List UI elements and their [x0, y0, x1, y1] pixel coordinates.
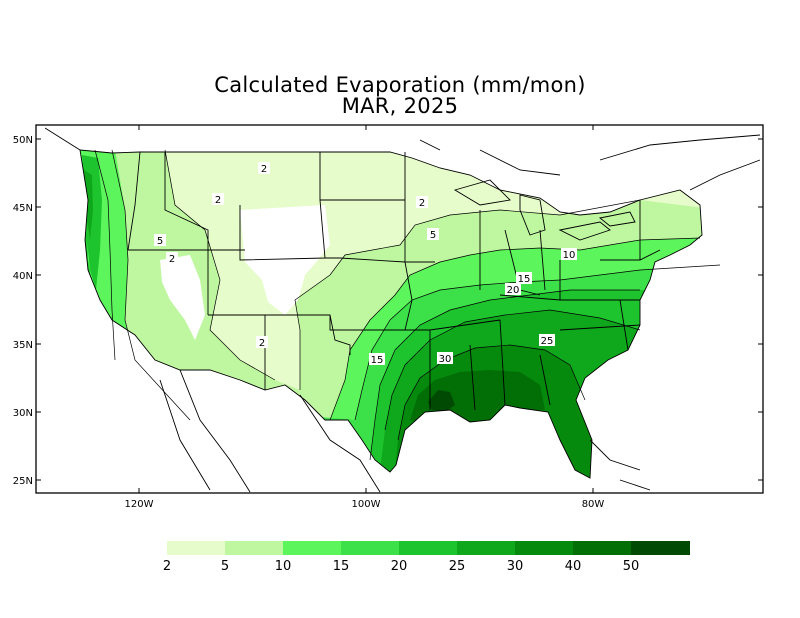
legend-label: 15 [333, 559, 350, 574]
svg-text:2: 2 [215, 195, 221, 206]
canada-mexico-lines [44, 127, 761, 493]
contour-label: 2 [212, 193, 224, 206]
great-lakes [453, 179, 636, 241]
lat-label: 40N [13, 271, 33, 282]
longitude-labels: 120W 100W 80W [125, 499, 605, 510]
svg-text:30: 30 [439, 354, 452, 365]
fill-below-2-nevada [160, 255, 205, 340]
legend-swatch [399, 541, 457, 555]
legend-label: 50 [623, 559, 640, 574]
contour-label: 2 [416, 196, 428, 209]
legend-label: 40 [565, 559, 582, 574]
legend-swatch [283, 541, 341, 555]
svg-text:20: 20 [507, 285, 520, 296]
legend-label: 10 [275, 559, 292, 574]
map-frame [35, 124, 764, 494]
svg-text:5: 5 [157, 236, 163, 247]
legend-label: 2 [163, 559, 171, 574]
contour-label: 30 [437, 352, 453, 365]
latitude-labels: 50N 45N 40N 35N 30N 25N [13, 135, 33, 487]
contour-value-labels: 2 2 2 2 5 5 2 5 10 15 20 25 15 30 [154, 162, 577, 366]
contour-label: 25 [539, 334, 555, 347]
map-lines [44, 127, 761, 493]
contour-label: 2 [166, 252, 178, 265]
svg-text:2: 2 [259, 338, 265, 349]
svg-text:2: 2 [419, 198, 425, 209]
fill-below-2-wyoming [240, 205, 330, 315]
svg-text:15: 15 [518, 274, 531, 285]
contour-lines [94, 149, 721, 461]
lon-label: 120W [125, 499, 154, 510]
lat-label: 35N [13, 340, 33, 351]
legend-swatch [341, 541, 399, 555]
legend-label: 30 [507, 559, 524, 574]
lat-label: 45N [13, 203, 33, 214]
contour-label: 15 [369, 353, 385, 366]
map-subtitle: MAR, 2025 [341, 94, 459, 118]
contour-label: 5 [154, 234, 166, 247]
legend-swatch [515, 541, 573, 555]
legend-swatch [631, 541, 690, 555]
legend-label: 25 [449, 559, 466, 574]
contour-label: 10 [561, 248, 577, 261]
lat-label: 30N [13, 408, 33, 419]
contour-fills [80, 150, 702, 478]
svg-text:10: 10 [563, 250, 576, 261]
contour-label: 2 [256, 336, 268, 349]
legend-label: 20 [391, 559, 408, 574]
lon-label: 100W [352, 499, 381, 510]
svg-text:15: 15 [371, 355, 384, 366]
svg-text:2: 2 [261, 164, 267, 175]
legend-labels: 2 5 10 15 20 25 30 40 50 [163, 559, 639, 574]
legend-swatch [457, 541, 515, 555]
lon-label: 80W [582, 499, 605, 510]
svg-text:5: 5 [430, 230, 436, 241]
fill-50-plus [428, 390, 455, 412]
legend-swatch [573, 541, 631, 555]
contour-label: 15 [516, 272, 532, 285]
lat-label: 50N [13, 135, 33, 146]
latitude-ticks [36, 138, 763, 481]
legend-colorbar [167, 541, 690, 555]
contour-label: 20 [505, 283, 521, 296]
legend-label: 5 [221, 559, 229, 574]
contour-label: 2 [258, 162, 270, 175]
map-title: Calculated Evaporation (mm/mon) [214, 73, 586, 97]
svg-text:2: 2 [169, 254, 175, 265]
longitude-ticks [138, 125, 594, 493]
svg-text:25: 25 [541, 336, 554, 347]
contour-label: 5 [427, 228, 439, 241]
legend-swatch [225, 541, 283, 555]
us-outline [79, 149, 703, 479]
lat-label: 25N [13, 476, 33, 487]
legend-swatch [167, 541, 225, 555]
contour-label: 5 [427, 229, 439, 242]
